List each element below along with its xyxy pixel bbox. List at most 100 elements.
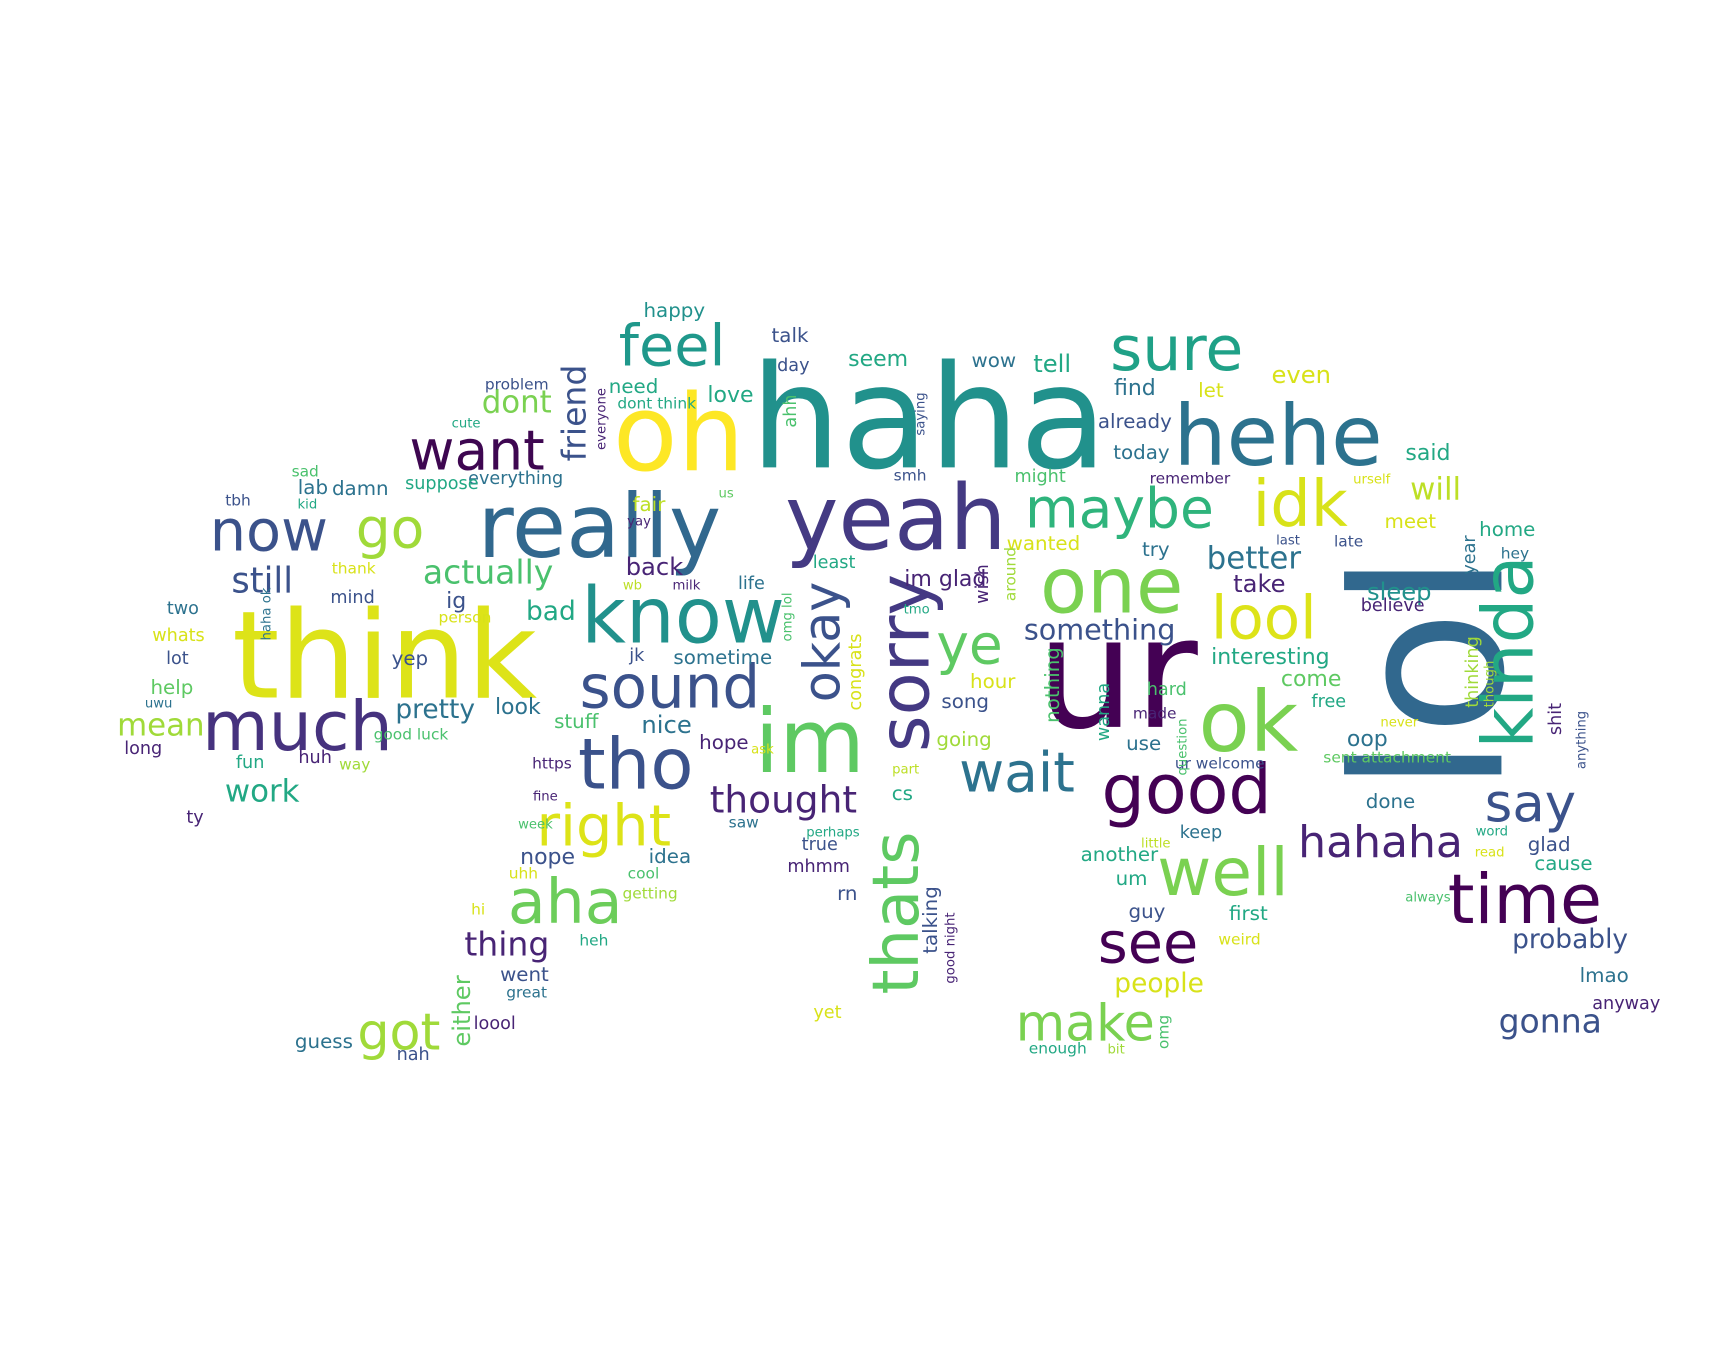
word-nope: nope (520, 845, 576, 871)
word-little: little (1141, 836, 1171, 852)
word-im-glad: im glad (904, 566, 987, 592)
word-wow: wow (971, 349, 1017, 373)
word-mean: mean (117, 707, 205, 744)
word-thing: thing (464, 924, 550, 964)
word-huh: huh (298, 748, 332, 769)
word-cute: cute (451, 416, 481, 432)
word-urself: urself (1353, 472, 1391, 488)
word-omg: omg (1153, 1015, 1172, 1050)
word-loool: loool (473, 1013, 516, 1034)
word-seem: seem (848, 347, 909, 373)
word-see: see (1097, 909, 1199, 977)
word-life: life (738, 574, 765, 595)
word-probably: probably (1512, 923, 1629, 955)
word-yeah: yeah (784, 465, 1007, 571)
word-meet: meet (1384, 510, 1437, 534)
word-done: done (1365, 790, 1416, 814)
word-first: first (1228, 902, 1268, 926)
word-saw: saw (728, 813, 759, 832)
word-happy: happy (643, 298, 706, 322)
word-bad: bad (526, 595, 576, 627)
word-yep: yep (391, 646, 429, 670)
word-need: need (608, 374, 659, 398)
word-much: much (202, 688, 393, 768)
word-cool: cool (627, 864, 660, 883)
word-made: made (1132, 704, 1177, 723)
word-fine: fine (532, 788, 558, 804)
word-rn: rn (837, 881, 858, 905)
word-tho: tho (578, 723, 694, 806)
word-lool: lool (1210, 584, 1317, 654)
word-try: try (1141, 537, 1170, 561)
word-lot: lot (166, 649, 189, 670)
word-anything: anything (1574, 711, 1590, 770)
word-yet: yet (813, 1002, 842, 1023)
word-fair: fair (632, 492, 666, 516)
word-bit: bit (1107, 1042, 1125, 1058)
word-wait: wait (959, 740, 1075, 805)
word-back: back (625, 553, 684, 582)
word-great: great (506, 983, 548, 1002)
word-kinda: kinda (1468, 555, 1551, 749)
word-ty: ty (186, 807, 204, 828)
word-said: said (1405, 440, 1451, 466)
word-find: find (1113, 375, 1156, 401)
word-hehe: hehe (1173, 387, 1383, 486)
word-sorry: sorry (863, 574, 946, 753)
word-part: part (892, 762, 920, 778)
word-haha-ok: haha ok (259, 587, 275, 641)
word-going: going (936, 728, 992, 752)
word-interesting: interesting (1211, 644, 1330, 670)
word-haha: haha (750, 333, 1108, 501)
word-us: us (718, 485, 734, 501)
word-already: already (1097, 410, 1172, 434)
word-got: got (357, 1003, 441, 1063)
word-something: something (1023, 612, 1176, 647)
word-two: two (166, 599, 199, 620)
word-another: another (1080, 843, 1159, 867)
word-wanted: wanted (1006, 532, 1081, 556)
word-nice: nice (641, 710, 692, 739)
word-congrats: congrats (846, 633, 867, 711)
word-dont-think: dont think (617, 394, 697, 413)
word-glad: glad (1527, 833, 1571, 857)
word-hour: hour (970, 670, 1016, 694)
word-person: person (438, 608, 492, 627)
word-gonna: gonna (1498, 1001, 1602, 1041)
word-come: come (1280, 666, 1342, 692)
word-guy: guy (1128, 900, 1166, 924)
word-everything: everything (468, 469, 564, 490)
word-thinking: thinking (1463, 636, 1484, 708)
word-think: think (232, 584, 538, 726)
word-believe: believe (1360, 596, 1425, 617)
word-one: one (1039, 541, 1184, 632)
word-jk: jk (629, 645, 645, 666)
word-word: word (1475, 824, 1509, 840)
word-im: im (754, 689, 865, 793)
word-late: late (1333, 532, 1364, 551)
word-omg-lol: omg lol (780, 592, 796, 642)
word-time: time (1447, 861, 1603, 941)
word-ok: ok (1198, 672, 1299, 771)
word-way: way (339, 754, 371, 773)
word-use: use (1126, 731, 1162, 755)
word-cause: cause (1534, 851, 1593, 875)
word-always: always (1405, 890, 1451, 906)
word-sad: sad (291, 461, 319, 480)
word-uhh: uhh (508, 864, 538, 883)
word-feel: feel (618, 312, 726, 380)
word-week: week (518, 817, 553, 833)
word-everyone: everyone (593, 387, 609, 450)
word-https: https (532, 753, 572, 772)
word-read: read (1474, 845, 1505, 861)
word-nah: nah (396, 1044, 430, 1065)
word-sure: sure (1110, 313, 1244, 386)
word-know: know (581, 571, 785, 662)
word-hi: hi (471, 900, 486, 919)
word-say: say (1484, 773, 1577, 835)
word-mind: mind (330, 588, 375, 609)
word-ur-welcome: ur welcome (1174, 753, 1265, 772)
word-yay: yay (627, 514, 651, 530)
word-take: take (1233, 569, 1286, 598)
